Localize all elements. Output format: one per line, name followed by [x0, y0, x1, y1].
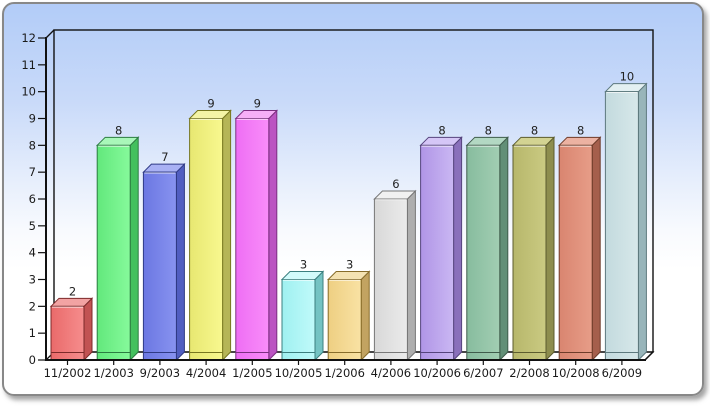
bar-top-face — [188, 110, 232, 119]
x-tick-label: 1/2006 — [324, 366, 364, 380]
bar-column-1/2005: 9 — [234, 97, 279, 362]
bar-top-face — [234, 110, 279, 119]
bar-column-10/2008: 8 — [557, 123, 602, 362]
top-left-depth-diagonal — [45, 29, 55, 39]
bar-column-10/2006: 8 — [419, 123, 463, 362]
bar-value-label: 9 — [207, 97, 214, 111]
x-tick-label: 9/2003 — [140, 366, 180, 380]
x-tick-label: 10/2006 — [413, 366, 461, 380]
bar-top-face — [465, 136, 510, 146]
x-tick-label: 10/2008 — [552, 366, 600, 380]
bar-front-face — [512, 144, 547, 361]
bar-value-label: 6 — [392, 177, 399, 191]
bar-front-face — [466, 144, 501, 361]
bar-front-face — [327, 279, 362, 361]
bar-side-face — [314, 270, 324, 362]
bar-front-face — [96, 144, 131, 361]
bar-value-label: 8 — [438, 123, 445, 137]
bar-side-face — [499, 136, 509, 362]
bar-front-face — [235, 118, 270, 361]
bottom-right-depth-diagonal — [644, 351, 654, 361]
bar-value-label: 3 — [300, 258, 307, 272]
bar-top-face — [142, 163, 186, 173]
y-tick-label: 7 — [29, 165, 36, 179]
bar-side-face — [406, 189, 416, 362]
y-tick-label: 3 — [29, 273, 36, 287]
bar-side-face — [83, 297, 93, 362]
bar-side-face — [268, 109, 278, 362]
y-tick-label: 6 — [29, 192, 36, 206]
bar-top-face — [326, 271, 371, 280]
y-tick-label: 5 — [29, 219, 36, 233]
bar-column-2/2008: 8 — [511, 123, 556, 362]
bar-side-face — [129, 136, 139, 362]
bar-side-face — [591, 136, 601, 362]
x-tick-label: 6/2009 — [602, 366, 642, 380]
bar-side-face — [360, 270, 370, 362]
bar-column-4/2004: 9 — [188, 97, 232, 362]
bar-side-face — [637, 82, 647, 362]
bar-side-face — [453, 136, 463, 362]
bar-column-11/2002: 2 — [49, 284, 94, 362]
bar-top-face — [49, 297, 94, 307]
bar-top-face — [604, 83, 648, 93]
bar-value-label: 3 — [346, 258, 353, 272]
bar-value-label: 10 — [620, 70, 635, 84]
bar-front-face — [373, 198, 408, 361]
bar-side-face — [175, 162, 185, 362]
x-tick-label: 4/2004 — [186, 366, 226, 380]
bar-value-label: 8 — [531, 123, 538, 137]
x-tick-label: 6/2007 — [463, 366, 503, 380]
bar-top-face — [511, 136, 556, 146]
x-tick-label: 11/2002 — [44, 366, 92, 380]
x-axis-group: 11/2002 1/2003 9/2003 4/2004 1/2005 10/2005 1/… — [44, 360, 642, 380]
bar-front-face — [604, 91, 639, 361]
bar-column-9/2003: 7 — [142, 150, 186, 362]
bar-side-face — [545, 136, 555, 362]
bar-column-1/2003: 8 — [95, 123, 140, 362]
bar-column-1/2006: 3 — [326, 258, 371, 362]
bar-value-label: 8 — [577, 123, 584, 137]
bar-value-label: 8 — [115, 123, 122, 137]
bar-front-face — [420, 144, 455, 361]
y-tick-label: 10 — [21, 85, 36, 99]
x-tick-label: 1/2003 — [93, 366, 133, 380]
bar-side-face — [222, 109, 232, 362]
y-tick-label: 12 — [21, 31, 36, 45]
y-tick-label: 4 — [29, 246, 36, 260]
x-tick-label: 4/2006 — [371, 366, 411, 380]
bar-front-face — [558, 144, 593, 361]
bar-column-4/2006: 6 — [373, 177, 417, 362]
bar-front-face — [281, 279, 316, 361]
bar-top-face — [419, 136, 463, 146]
y-tick-label: 11 — [21, 58, 36, 72]
bar-value-label: 2 — [69, 284, 76, 298]
bar-front-face — [189, 118, 224, 361]
y-tick-label: 2 — [29, 299, 36, 313]
bar-value-label: 8 — [485, 123, 492, 137]
x-tick-label: 2/2008 — [509, 366, 549, 380]
y-tick-label: 9 — [29, 112, 36, 126]
x-tick-label: 10/2005 — [275, 366, 323, 380]
bar-top-face — [557, 136, 602, 146]
y-tick-label: 0 — [29, 353, 36, 367]
bar-column-10/2005: 3 — [280, 258, 325, 362]
x-tick-label: 1/2005 — [232, 366, 272, 380]
bar-column-6/2007: 8 — [465, 123, 510, 362]
bar-value-label: 9 — [254, 97, 261, 111]
bar-top-face — [280, 271, 325, 280]
bar-top-face — [95, 136, 140, 146]
bar-top-face — [373, 190, 417, 200]
bar-value-label: 7 — [161, 150, 168, 164]
bar-front-face — [142, 171, 177, 361]
bar-column-6/2009: 10 — [604, 70, 648, 362]
bars-group: 2 8 7 9 9 3 3 6 8 8 8 8 10 — [49, 70, 648, 362]
bar-front-face — [50, 305, 85, 361]
y-tick-label: 8 — [29, 138, 36, 152]
y-tick-label: 1 — [29, 326, 36, 340]
